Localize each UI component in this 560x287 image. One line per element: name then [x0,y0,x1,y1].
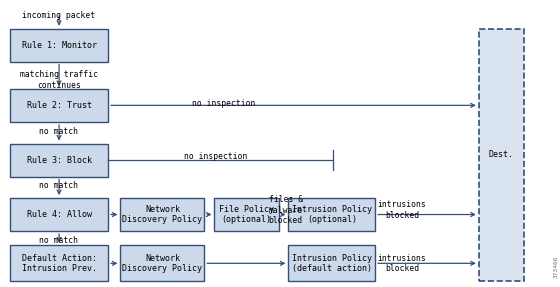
Text: Rule 2: Trust: Rule 2: Trust [26,101,92,110]
Bar [214,198,279,231]
Bar [288,198,375,231]
Text: intrusions
blocked: intrusions blocked [377,254,427,273]
Bar [120,198,204,231]
Bar [10,198,108,231]
Text: no match: no match [39,127,78,136]
Text: Network
Discovery Policy: Network Discovery Policy [123,254,202,273]
Bar [10,29,108,62]
Text: no inspection: no inspection [192,99,256,108]
Text: 373466: 373466 [554,256,558,278]
Bar [10,245,108,281]
Text: intrusions
blocked: intrusions blocked [377,200,427,220]
Text: Network
Discovery Policy: Network Discovery Policy [123,205,202,224]
Bar [479,29,524,281]
Text: no match: no match [39,181,78,190]
Text: Intrusion Policy
(default action): Intrusion Policy (default action) [292,254,372,273]
Text: File Policy
(optional): File Policy (optional) [219,205,274,224]
Text: Rule 4: Allow: Rule 4: Allow [26,210,92,219]
Text: incoming packet: incoming packet [22,11,95,20]
Bar [288,245,375,281]
Text: Dest.: Dest. [489,150,514,160]
Bar [10,89,108,122]
Text: files &
malware
blocked: files & malware blocked [269,195,302,225]
Text: Rule 1: Monitor: Rule 1: Monitor [22,41,96,50]
Bar [10,144,108,177]
Text: no match: no match [39,236,78,245]
Text: no inspection: no inspection [184,152,248,162]
Bar [120,245,204,281]
Text: Rule 3: Block: Rule 3: Block [26,156,92,164]
Text: matching traffic
continues: matching traffic continues [20,70,98,90]
Text: Intrusion Policy
(optional): Intrusion Policy (optional) [292,205,372,224]
Text: Default Action:
Intrusion Prev.: Default Action: Intrusion Prev. [22,254,96,273]
